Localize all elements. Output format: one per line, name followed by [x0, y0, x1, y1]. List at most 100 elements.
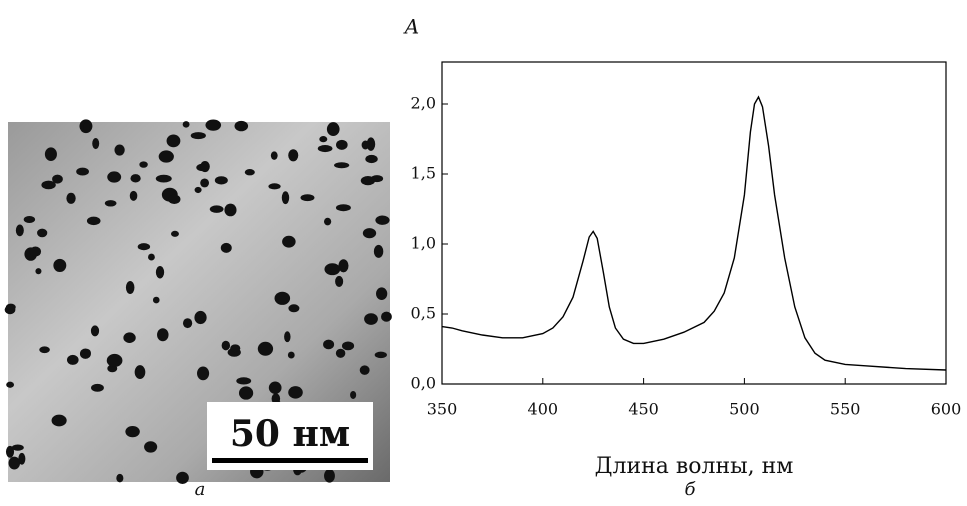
particle — [268, 183, 281, 190]
scale-label: 50 нм — [230, 413, 350, 455]
particle — [244, 169, 255, 176]
particle — [335, 275, 344, 288]
particle — [317, 145, 333, 153]
particle — [326, 122, 340, 137]
particle — [23, 216, 36, 224]
particle — [238, 386, 254, 400]
particle — [341, 341, 355, 351]
particle — [335, 204, 351, 212]
particle — [53, 258, 67, 273]
particle — [8, 456, 21, 470]
particle — [336, 139, 348, 150]
particle — [319, 136, 328, 143]
particle — [362, 228, 377, 239]
particle — [4, 305, 16, 315]
particle — [221, 340, 231, 351]
micrograph — [4, 119, 392, 484]
particle — [375, 215, 390, 225]
x-tick-label: 550 — [830, 400, 861, 419]
particle — [139, 161, 148, 168]
particle — [92, 138, 100, 150]
particle — [116, 473, 124, 483]
particle — [176, 471, 189, 484]
particle — [274, 291, 291, 305]
particle — [134, 365, 146, 380]
particle — [361, 140, 370, 150]
particle — [44, 147, 57, 161]
caption: б — [685, 479, 697, 500]
particle — [381, 311, 392, 322]
particle — [224, 203, 237, 217]
particle — [209, 205, 224, 213]
particle — [373, 244, 384, 258]
particle — [37, 228, 48, 238]
particle — [83, 122, 90, 132]
particle — [90, 325, 100, 337]
particle — [18, 452, 26, 465]
y-tick-label: 1,5 — [411, 164, 436, 183]
particle — [157, 328, 169, 342]
particle — [29, 246, 42, 257]
particle — [376, 287, 388, 301]
particle — [86, 216, 101, 226]
particle — [5, 445, 15, 458]
particle — [282, 235, 296, 248]
x-tick-label: 450 — [628, 400, 659, 419]
y-axis-label: A — [403, 15, 419, 39]
particle — [166, 134, 181, 148]
x-axis-label: Длина волны, нм — [595, 454, 794, 479]
scale-bar — [212, 458, 368, 463]
particle — [220, 242, 232, 253]
particle — [360, 176, 376, 186]
particle — [300, 194, 315, 202]
particle — [170, 230, 179, 237]
particle — [144, 441, 158, 453]
particle — [364, 313, 378, 325]
particle — [41, 180, 56, 190]
particle — [66, 354, 79, 365]
particle — [268, 381, 282, 394]
particle — [66, 192, 76, 204]
particle — [182, 318, 193, 329]
particle — [130, 174, 141, 183]
x-tick-label: 350 — [427, 400, 458, 419]
particle — [334, 162, 350, 169]
x-tick-label: 400 — [528, 400, 559, 419]
particle — [6, 381, 15, 388]
particle — [84, 349, 91, 357]
particle — [152, 296, 160, 304]
particle — [182, 121, 190, 128]
y-tick-label: 0,5 — [411, 304, 436, 323]
particle — [125, 280, 135, 295]
particle — [190, 132, 206, 140]
particle — [11, 444, 24, 451]
particle — [230, 344, 241, 353]
particle — [194, 186, 202, 194]
y-tick-label: 0,0 — [411, 374, 436, 393]
particle — [129, 190, 138, 201]
particle — [107, 171, 122, 183]
particle — [125, 425, 140, 438]
y-tick-label: 2,0 — [411, 94, 436, 113]
particle — [323, 339, 335, 350]
particle — [168, 194, 181, 205]
particle — [123, 332, 136, 343]
particle — [324, 263, 341, 276]
particle — [335, 348, 346, 358]
particle — [350, 390, 357, 399]
particle — [35, 268, 42, 275]
particle — [288, 149, 299, 162]
particle — [200, 160, 210, 173]
particle — [39, 346, 50, 354]
particle — [114, 144, 125, 156]
particle — [155, 174, 172, 183]
particle — [158, 150, 174, 163]
particle — [338, 259, 349, 273]
particle — [234, 120, 249, 132]
particle — [137, 243, 151, 251]
particle — [148, 253, 155, 261]
x-tick-label: 600 — [931, 400, 962, 419]
particle — [236, 377, 252, 385]
particle — [359, 365, 370, 375]
